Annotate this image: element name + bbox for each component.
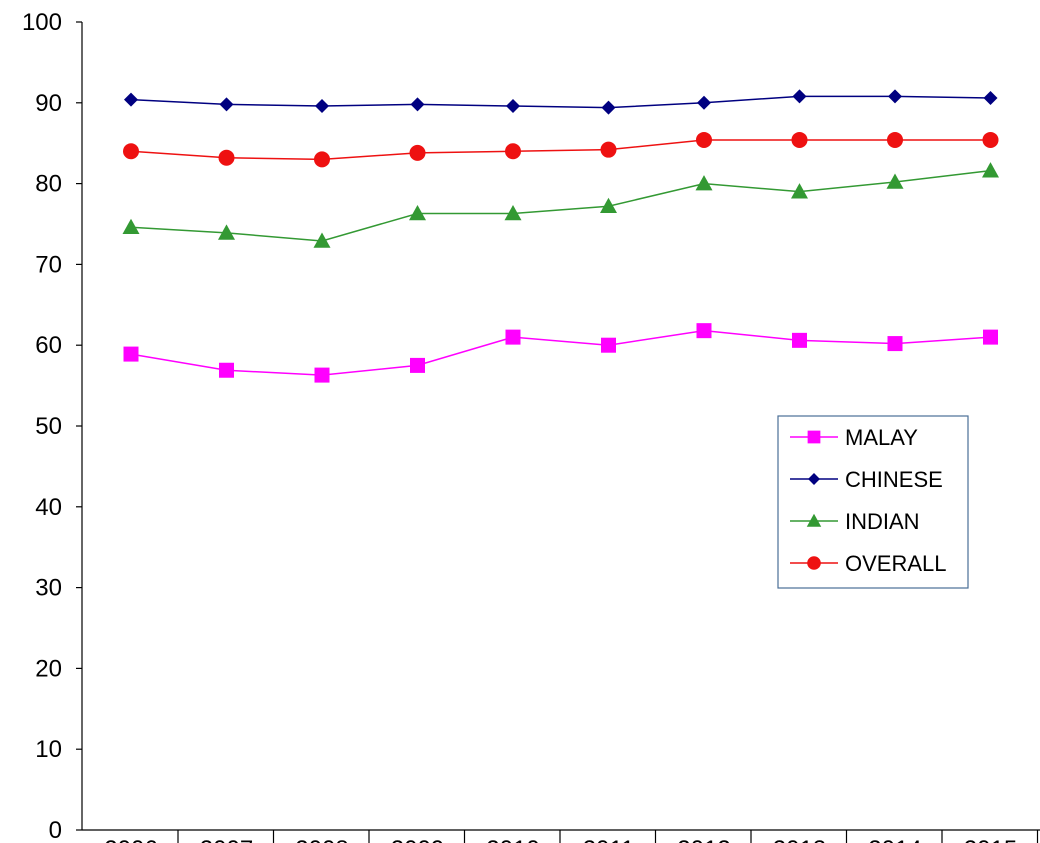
data-point-overall xyxy=(314,151,330,168)
data-point-chinese xyxy=(506,99,520,114)
data-point-chinese xyxy=(697,95,711,110)
legend-item-overall: OVERALL xyxy=(790,551,947,576)
data-point-malay xyxy=(792,332,807,348)
data-point-overall xyxy=(982,131,999,148)
series-line-overall xyxy=(130,139,991,161)
y-tick-marks xyxy=(76,21,82,831)
y-tick-label: 10 xyxy=(35,736,62,763)
legend-swatch-marker xyxy=(808,473,820,485)
y-tick-label: 80 xyxy=(35,171,62,198)
data-point-malay xyxy=(410,357,425,373)
data-point-indian xyxy=(218,224,235,240)
x-tick-label: 2009 xyxy=(391,836,444,843)
y-tick-label: 20 xyxy=(35,655,62,682)
data-point-chinese xyxy=(888,89,902,104)
series-chinese xyxy=(124,89,998,115)
x-tick-labels: 2006 2007 2008 2009 2010 2011 2012 2013 2014 2015 xyxy=(104,830,1039,843)
series-layer xyxy=(122,89,999,383)
legend-swatch-marker xyxy=(807,430,821,444)
data-point-indian xyxy=(313,232,331,248)
x-tick-label: 2010 xyxy=(486,836,539,843)
series-line-indian xyxy=(130,169,991,242)
data-point-chinese xyxy=(792,89,807,104)
data-point-overall xyxy=(791,131,808,148)
data-point-chinese xyxy=(124,92,138,107)
data-point-malay xyxy=(887,336,903,352)
data-point-malay xyxy=(983,329,998,345)
data-point-indian xyxy=(695,175,713,191)
data-point-malay xyxy=(601,337,616,353)
data-point-indian xyxy=(982,162,999,178)
data-point-malay xyxy=(314,367,330,383)
x-tick-label: 2014 xyxy=(868,836,921,843)
data-point-indian xyxy=(791,183,808,199)
legend-item-malay: MALAY xyxy=(790,425,918,450)
legend-label: CHINESE xyxy=(845,467,943,492)
legend-label: OVERALL xyxy=(845,551,947,576)
y-tick-label: 60 xyxy=(35,332,62,359)
x-tick-label: 2013 xyxy=(773,836,826,843)
x-tick-label: 2012 xyxy=(677,836,730,843)
legend-item-indian: INDIAN xyxy=(790,509,920,534)
data-point-chinese xyxy=(410,97,425,112)
y-tick-label: 30 xyxy=(35,575,62,602)
legend-label: MALAY xyxy=(845,425,918,450)
data-point-indian xyxy=(600,197,617,214)
data-point-overall xyxy=(123,143,139,160)
series-indian xyxy=(122,162,999,248)
series-line-chinese xyxy=(130,95,991,109)
y-tick-label: 0 xyxy=(49,817,62,843)
legend-label: INDIAN xyxy=(845,509,920,534)
series-line-malay xyxy=(130,329,991,376)
y-tick-label: 70 xyxy=(35,251,62,278)
x-tick-label: 2007 xyxy=(200,836,253,843)
x-tick-label: 2006 xyxy=(104,836,157,843)
data-point-malay xyxy=(696,323,712,339)
data-point-indian xyxy=(409,204,426,221)
data-point-chinese xyxy=(315,99,329,114)
data-point-indian xyxy=(122,218,140,235)
y-tick-label: 100 xyxy=(22,9,62,36)
axes xyxy=(81,22,1040,831)
data-point-malay xyxy=(123,346,139,362)
series-malay xyxy=(123,323,998,383)
y-tick-label: 40 xyxy=(35,494,62,521)
legend-swatch-marker xyxy=(806,513,822,527)
x-tick-label: 2015 xyxy=(964,836,1017,843)
data-point-malay xyxy=(505,329,521,345)
y-tick-label: 50 xyxy=(35,413,62,440)
data-point-indian xyxy=(886,173,904,189)
data-point-indian xyxy=(504,204,522,221)
data-point-malay xyxy=(219,362,234,378)
data-point-chinese xyxy=(601,100,616,115)
x-tick-label: 2008 xyxy=(295,836,348,843)
data-point-overall xyxy=(696,131,712,148)
data-point-chinese xyxy=(983,90,998,105)
y-tick-labels: 0 10 20 30 40 50 60 70 80 90 100 xyxy=(22,9,62,843)
legend: MALAY CHINESE INDIAN OVERALL xyxy=(777,415,969,589)
data-point-overall xyxy=(505,143,521,160)
series-overall xyxy=(123,131,999,168)
legend-swatch-marker xyxy=(807,556,821,570)
x-tick-label: 2011 xyxy=(583,836,635,843)
data-point-overall xyxy=(887,131,903,148)
data-point-chinese xyxy=(219,97,234,112)
data-point-overall xyxy=(600,141,617,158)
data-point-overall xyxy=(409,144,426,161)
y-tick-label: 90 xyxy=(35,90,62,117)
legend-item-chinese: CHINESE xyxy=(790,467,943,492)
data-point-overall xyxy=(218,149,235,166)
